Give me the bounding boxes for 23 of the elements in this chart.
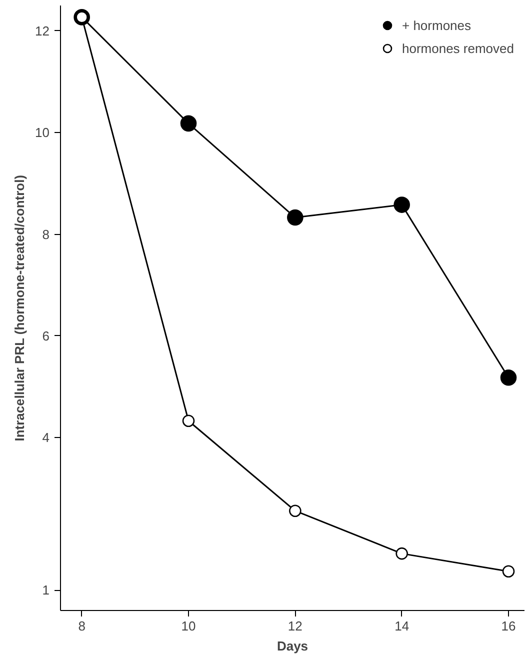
x-tick-label: 14 [394, 618, 410, 634]
x-tick-label: 12 [288, 618, 302, 634]
point [502, 565, 515, 578]
point [289, 504, 302, 517]
point [500, 370, 517, 386]
point [287, 209, 304, 226]
x-tick-label: 8 [78, 618, 86, 634]
legend-label: + hormones [402, 18, 472, 32]
y-tick-label: 6 [42, 328, 50, 344]
x-tick-label: 10 [181, 618, 196, 634]
point [182, 414, 195, 428]
point [396, 547, 408, 560]
y-axis-title: Intracellular PRL (hormone-treated/control) [12, 174, 28, 442]
point [394, 196, 410, 213]
y-tick-label: 12 [35, 23, 50, 38]
point [180, 115, 197, 132]
x-axis-title: Days [276, 638, 308, 654]
y-tick-label: 8 [42, 226, 50, 242]
y-tick-label: 10 [35, 125, 50, 140]
y-tick-label: 4 [42, 430, 50, 446]
legend-label: hormones removed [402, 40, 514, 56]
x-tick-label: 16 [501, 618, 516, 634]
y-tick-label: 1 [42, 582, 50, 598]
